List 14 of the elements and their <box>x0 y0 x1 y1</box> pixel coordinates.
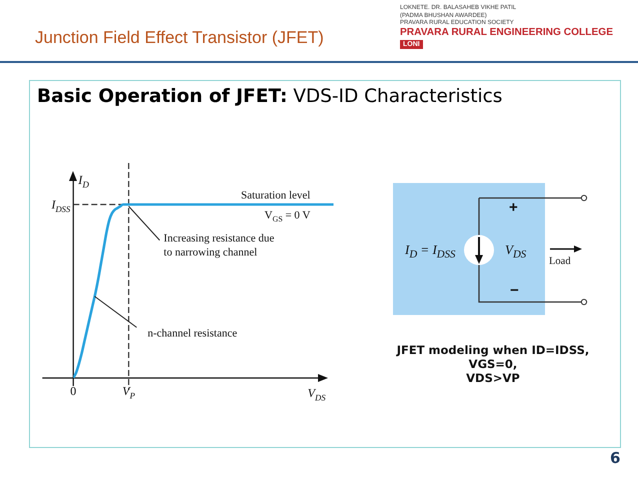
x-tick-label: 0 <box>70 384 76 398</box>
text: Saturation level <box>241 190 310 202</box>
annotation: n-channel resistance <box>148 327 238 340</box>
text: I$_{D}$ = I$_{DSS}$ <box>405 242 456 261</box>
text: PRAVARA RURAL ENGINEERING COLLEGE <box>400 27 614 38</box>
text: JFET modeling when ID=IDSS, VGS=0, VDS>VP <box>395 343 590 385</box>
text: + <box>509 199 518 216</box>
annotation: Increasing resistance due to narrowing channel <box>164 232 274 258</box>
text: Load <box>549 256 571 267</box>
text: V$_{DS}$ <box>505 242 526 261</box>
chart-subtitle: Basic Operation of JFET: VDS-ID Characteristics <box>37 86 502 107</box>
chart-title: Junction Field Effect Transistor (JFET) <box>35 28 324 47</box>
text: − <box>510 282 519 299</box>
text: 6 <box>610 449 620 467</box>
